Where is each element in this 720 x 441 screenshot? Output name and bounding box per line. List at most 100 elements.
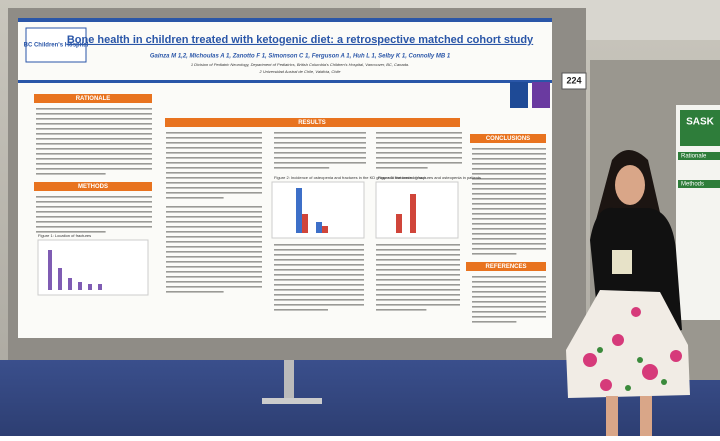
text-line [376, 284, 460, 286]
text-line [166, 162, 262, 164]
text-line [166, 132, 262, 134]
text-line [166, 221, 262, 223]
text-line [472, 248, 546, 250]
text-line [274, 147, 366, 149]
text-line [36, 196, 152, 198]
section-bar [34, 182, 152, 191]
neighbor-heading: Rationale [681, 154, 707, 160]
text-line [36, 148, 152, 150]
text-line [166, 182, 262, 184]
text-line [376, 309, 427, 311]
text-line [274, 264, 364, 266]
text-line [36, 143, 152, 145]
logo-box [25, 27, 87, 63]
text-line [376, 152, 462, 154]
text-line [472, 316, 546, 318]
text-line [376, 254, 460, 256]
text-line [472, 223, 546, 225]
text-line [472, 228, 546, 230]
text-line [472, 203, 546, 205]
text-line [274, 294, 364, 296]
text-line [274, 152, 366, 154]
text-line [274, 274, 364, 276]
text-line [36, 153, 152, 155]
text-line [472, 306, 546, 308]
section-heading: CONCLUSIONS [486, 136, 530, 142]
text-line [376, 167, 428, 169]
text-line [36, 128, 152, 130]
text-line [274, 254, 364, 256]
text-line [36, 173, 106, 175]
text-line [472, 158, 546, 160]
text-line [166, 177, 262, 179]
text-line [376, 289, 460, 291]
text-line [274, 289, 364, 291]
text-line [274, 309, 328, 311]
text-line [472, 163, 546, 165]
text-line [36, 113, 152, 115]
text-line [274, 244, 364, 246]
text-line [376, 299, 460, 301]
text-line [36, 118, 152, 120]
text-line [274, 279, 364, 281]
text-line [36, 163, 152, 165]
text-line [472, 253, 517, 255]
text-line [472, 173, 546, 175]
text-line [472, 311, 546, 313]
text-line [274, 132, 366, 134]
poster-authors: Gaínza M 1,2, Michoulas A 1, Zanotto F 1… [150, 54, 451, 60]
text-line [166, 241, 262, 243]
text-line [376, 244, 460, 246]
text-line [472, 218, 546, 220]
text-line [472, 276, 546, 278]
section-bar [34, 94, 152, 103]
text-line [274, 304, 364, 306]
text-line [166, 231, 262, 233]
text-line [376, 147, 462, 149]
text-line [166, 211, 262, 213]
text-line [166, 236, 262, 238]
text-line [36, 123, 152, 125]
text-line [376, 249, 460, 251]
figure-caption: Figure 3: Incidence of fractures and ost… [378, 175, 481, 180]
person [566, 150, 690, 436]
text-line [376, 294, 460, 296]
text-line [166, 246, 262, 248]
board-leg [284, 360, 294, 400]
text-line [472, 193, 546, 195]
text-line [36, 211, 152, 213]
text-line [472, 208, 546, 210]
text-line [36, 168, 152, 170]
text-line [166, 157, 262, 159]
text-line [166, 152, 262, 154]
text-line [274, 137, 366, 139]
text-line [166, 187, 262, 189]
text-line [166, 197, 224, 199]
text-line [274, 259, 364, 261]
text-line [376, 259, 460, 261]
text-line [472, 281, 546, 283]
partner-logo [532, 82, 550, 108]
text-line [472, 238, 546, 240]
text-line [166, 291, 224, 293]
text-line [36, 216, 152, 218]
board-number-box [561, 72, 587, 90]
section-bar [165, 118, 460, 127]
text-line [274, 249, 364, 251]
text-line [36, 221, 152, 223]
text-line [472, 233, 546, 235]
section-heading: REFERENCES [485, 264, 526, 270]
text-line [376, 264, 460, 266]
text-line [166, 216, 262, 218]
text-line [166, 251, 262, 253]
text-line [376, 137, 462, 139]
figure [375, 181, 459, 239]
text-line [472, 183, 546, 185]
text-line [472, 291, 546, 293]
ubc-logo [510, 82, 528, 108]
text-line [36, 231, 106, 233]
text-line [166, 286, 262, 288]
text-line [472, 301, 546, 303]
neighbor-heading-bar [678, 180, 720, 188]
text-line [376, 269, 460, 271]
